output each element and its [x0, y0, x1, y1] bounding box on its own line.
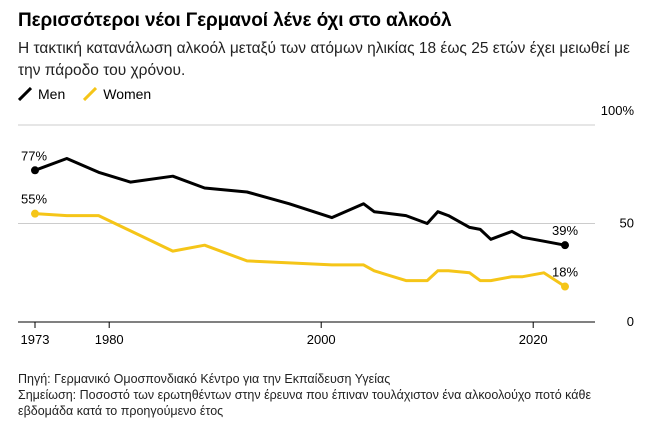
- data-label-end: 18%: [552, 265, 578, 280]
- series-line-women: [33, 212, 567, 288]
- x-tick-label: 1973: [21, 332, 50, 347]
- legend-label-women: Women: [103, 86, 152, 102]
- y-tick-label: 100%: [601, 103, 635, 118]
- data-label-start: 55%: [21, 192, 47, 207]
- methodology-note: Σημείωση: Ποσοστό των ερωτηθέντων στην έ…: [18, 388, 592, 418]
- legend: Men Women: [18, 86, 151, 102]
- y-tick-label: 0: [627, 314, 634, 329]
- series-start-marker: [31, 209, 39, 218]
- series-line-men: [33, 157, 567, 247]
- y-tick-label: 50: [620, 216, 634, 231]
- legend-label-men: Men: [38, 86, 66, 102]
- legend-swatch-men: [18, 87, 32, 101]
- line-chart: 0 50 100% 1973 1980 2000 2020 77% 39% 55% 18%: [18, 103, 635, 347]
- series-end-marker: [561, 241, 569, 250]
- series-end-marker: [561, 282, 569, 291]
- x-tick-label: 2020: [519, 332, 548, 347]
- legend-item-men: Men: [18, 86, 65, 102]
- data-label-end: 39%: [552, 223, 578, 238]
- chart-title: Περισσότεροι νέοι Γερμανοί λένε όχι στο …: [18, 10, 452, 31]
- x-tick-label: 2000: [307, 332, 336, 347]
- series-start-marker: [31, 166, 39, 175]
- legend-item-women: Women: [83, 86, 151, 102]
- footer: Πηγή: Γερμανικό Ομοσπονδιακό Κέντρο για …: [18, 371, 648, 419]
- data-label-start: 77%: [21, 148, 47, 163]
- source-note: Πηγή: Γερμανικό Ομοσπονδιακό Κέντρο για …: [18, 372, 391, 386]
- chart-subtitle: Η τακτική κατανάλωση αλκοόλ μεταξύ των α…: [18, 40, 630, 79]
- x-tick-label: 1980: [95, 332, 124, 347]
- legend-swatch-women: [83, 87, 98, 101]
